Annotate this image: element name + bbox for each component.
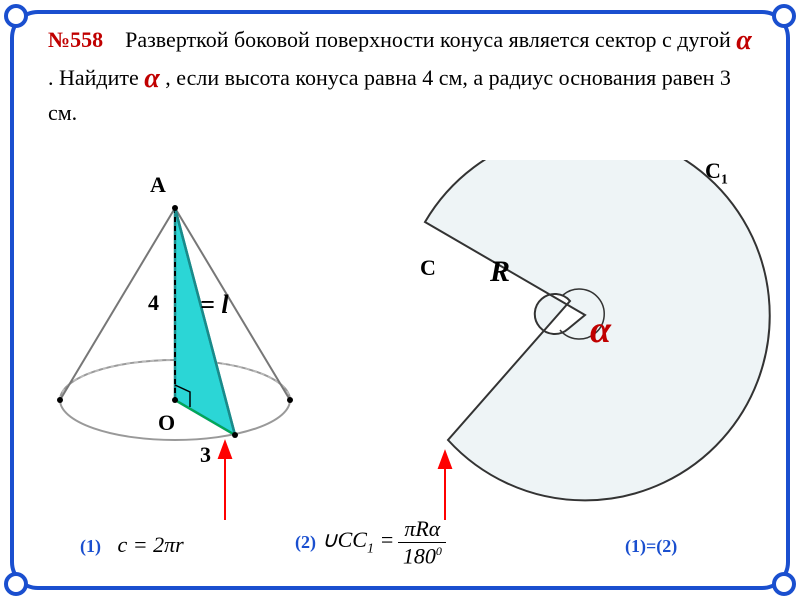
formula-1-label: (1) — [80, 536, 101, 556]
cone-diagram — [57, 205, 293, 440]
formula-1-text: c = 2πr — [118, 532, 184, 557]
formula-3: (1)=(2) — [625, 532, 677, 558]
alpha-symbol-2: α — [144, 63, 160, 94]
label-R: R — [490, 255, 510, 289]
label-O: О — [158, 410, 175, 436]
label-r: 3 — [200, 442, 211, 468]
formula-2-prefix: ∪CC1 = — [322, 527, 395, 557]
label-C1: C1 — [705, 158, 728, 188]
label-C1-letter: C — [705, 158, 721, 183]
label-l: = l — [200, 290, 229, 320]
alpha-symbol-1: α — [736, 25, 752, 56]
problem-text-1: Разверткой боковой поверхности конуса яв… — [125, 27, 736, 52]
problem-text-2: . Найдите — [48, 65, 144, 90]
formula-2-sub: 1 — [367, 542, 374, 557]
formula-2-label: (2) — [295, 532, 316, 553]
label-h: 4 — [148, 290, 159, 316]
label-C: C — [420, 255, 436, 281]
arrows — [219, 442, 451, 520]
formula-2-eq: = — [374, 527, 394, 552]
corner-tr — [772, 4, 796, 28]
corner-tl — [4, 4, 28, 28]
formula-3-label: (1)=(2) — [625, 536, 677, 556]
formula-2: (2) ∪CC1 = πRα 1800 — [295, 518, 446, 567]
formula-2-sup: 0 — [436, 544, 442, 558]
problem-statement: №558 Разверткой боковой поверхности кону… — [48, 22, 752, 127]
formula-2-cc: ∪CC — [322, 527, 367, 552]
formula-1: (1) c = 2πr — [80, 532, 184, 558]
label-C1-sub: 1 — [721, 172, 728, 187]
formula-2-num: πRα — [398, 518, 446, 543]
label-A: A — [150, 172, 166, 198]
diagram-area: A О 4 3 = l C C1 R α (1) c = 2πr (2) ∪CC… — [0, 160, 800, 590]
problem-number: №558 — [48, 27, 103, 52]
label-alpha: α — [590, 308, 611, 352]
formula-2-den: 180 — [403, 543, 436, 568]
